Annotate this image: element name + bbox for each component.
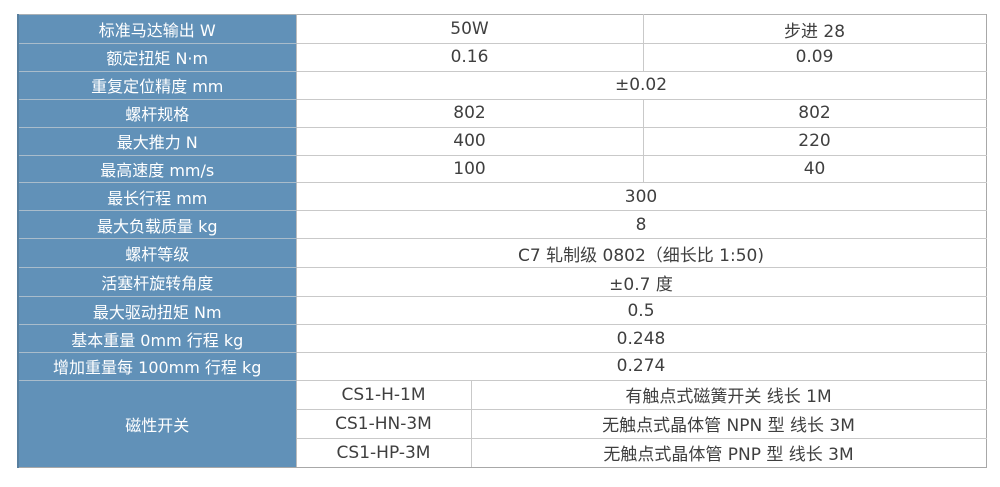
table-row: 活塞杆旋转角度 ±0.7 度 <box>17 267 987 298</box>
spec-value-merged: 0.274 <box>295 352 987 381</box>
table-row: 最长行程 mm 300 <box>17 182 987 212</box>
table-row: 重复定位精度 mm ±0.02 <box>17 70 987 100</box>
table-row: 螺杆规格 802 802 <box>17 98 987 128</box>
spec-value-merged: 0.5 <box>295 296 987 326</box>
spec-value-left: 802 <box>295 98 644 128</box>
table-row: CS1-HN-3M 无触点式晶体管 NPN 型 线长 3M <box>18 408 987 439</box>
switch-model: CS1-HN-3M <box>295 408 472 439</box>
switch-model: CS1-HP-3M <box>295 437 472 469</box>
table-row: 基本重量 0mm 行程 kg 0.248 <box>17 324 987 354</box>
spec-value-merged: ±0.02 <box>295 70 987 100</box>
switch-model: CS1-H-1M <box>295 379 472 410</box>
spec-value-right: 0.09 <box>642 43 987 72</box>
spec-value-left: 400 <box>295 126 644 156</box>
switch-description: 有触点式磁簧开关 线长 1M <box>470 379 987 410</box>
table-row: 最高速度 mm/s 100 40 <box>17 154 987 184</box>
table-row: 最大驱动扭矩 Nm 0.5 <box>17 296 987 326</box>
spec-label-max-stroke: 最长行程 mm <box>17 182 297 212</box>
spec-value-right: 步进 28 <box>642 14 987 44</box>
spec-value-merged: ±0.7 度 <box>295 267 987 298</box>
spec-label-added-weight: 增加重量每 100mm 行程 kg <box>17 352 297 381</box>
spec-label-base-weight: 基本重量 0mm 行程 kg <box>17 324 297 354</box>
table-row: 最大负载质量 kg 8 <box>17 210 987 240</box>
table-row: 最大推力 N 400 220 <box>17 126 987 156</box>
spec-label-rod-rotation: 活塞杆旋转角度 <box>17 267 297 298</box>
switch-description: 无触点式晶体管 NPN 型 线长 3M <box>470 408 987 439</box>
spec-value-left: 50W <box>295 14 644 44</box>
spec-label-screw-spec: 螺杆规格 <box>17 98 297 128</box>
spec-label-repeat-accuracy: 重复定位精度 mm <box>17 70 297 100</box>
spec-value-merged: 300 <box>295 182 987 212</box>
table-row: 额定扭矩 N·m 0.16 0.09 <box>17 43 987 72</box>
spec-value-right: 802 <box>642 98 987 128</box>
spec-sheet: 标准马达输出 W 50W 步进 28 额定扭矩 N·m 0.16 0.09 重复… <box>17 14 987 469</box>
spec-label-max-thrust: 最大推力 N <box>17 126 297 156</box>
spec-label-max-load: 最大负载质量 kg <box>17 210 297 240</box>
spec-value-left: 0.16 <box>295 43 644 72</box>
table-row: CS1-HP-3M 无触点式晶体管 PNP 型 线长 3M <box>18 437 987 469</box>
spec-label-motor-output: 标准马达输出 W <box>17 14 297 44</box>
spec-value-right: 40 <box>642 154 987 184</box>
switch-description: 无触点式晶体管 PNP 型 线长 3M <box>470 437 987 469</box>
spec-label-max-speed: 最高速度 mm/s <box>17 154 297 184</box>
table-row: 磁性开关 CS1-H-1M 有触点式磁簧开关 线长 1M <box>17 379 987 469</box>
table-row: 标准马达输出 W 50W 步进 28 <box>17 14 987 44</box>
spec-value-left: 100 <box>295 154 644 184</box>
spec-table: 标准马达输出 W 50W 步进 28 额定扭矩 N·m 0.16 0.09 重复… <box>17 14 987 469</box>
spec-value-right: 220 <box>642 126 987 156</box>
spec-value-merged: 8 <box>295 210 987 240</box>
spec-label-rated-torque: 额定扭矩 N·m <box>17 43 297 72</box>
spec-label-magnetic-switch: 磁性开关 <box>17 379 297 469</box>
table-row: 螺杆等级 C7 轧制级 0802（细长比 1:50) <box>17 238 987 269</box>
spec-value-merged: C7 轧制级 0802（细长比 1:50) <box>295 238 987 269</box>
spec-label-max-drive-torque: 最大驱动扭矩 Nm <box>17 296 297 326</box>
spec-label-screw-grade: 螺杆等级 <box>17 238 297 269</box>
table-row: 增加重量每 100mm 行程 kg 0.274 <box>17 352 987 381</box>
spec-value-merged: 0.248 <box>295 324 987 354</box>
